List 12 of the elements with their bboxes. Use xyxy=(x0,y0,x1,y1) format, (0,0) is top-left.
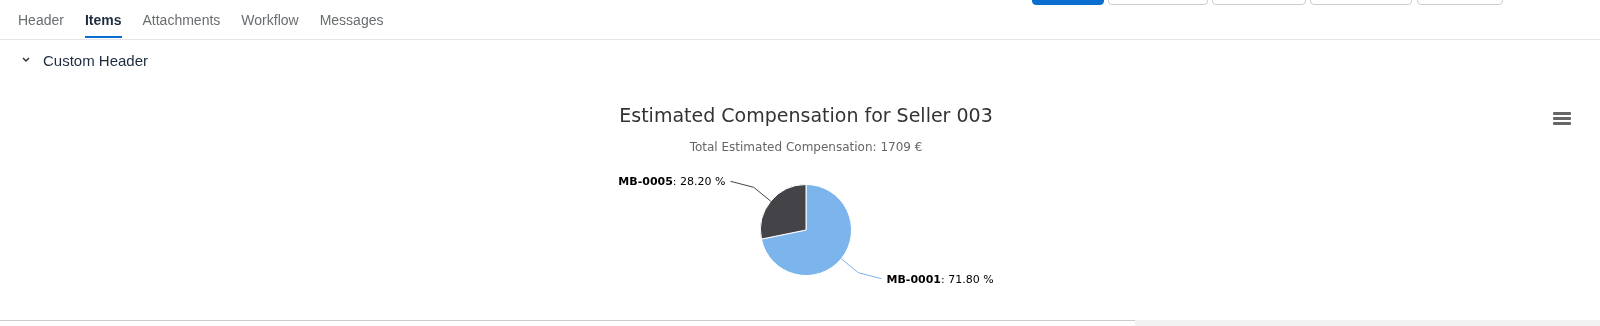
text: Messages xyxy=(319,12,384,30)
text: Workflow xyxy=(241,12,299,30)
chart-title: Estimated Compensation for Seller 003 xyxy=(619,104,993,126)
text: Custom Header xyxy=(43,52,149,69)
text: Header xyxy=(18,12,64,30)
data-label: : 28.20 % xyxy=(672,175,726,189)
slice-label: MB-0001 xyxy=(886,272,942,286)
slice-label: MB-0005 xyxy=(618,175,673,189)
data-label: : 71.80 % xyxy=(941,272,994,286)
text: Items xyxy=(84,12,122,38)
chart-subtitle: Total Estimated Compensation: 1709 € xyxy=(688,140,923,154)
text: Attachments xyxy=(142,12,221,30)
